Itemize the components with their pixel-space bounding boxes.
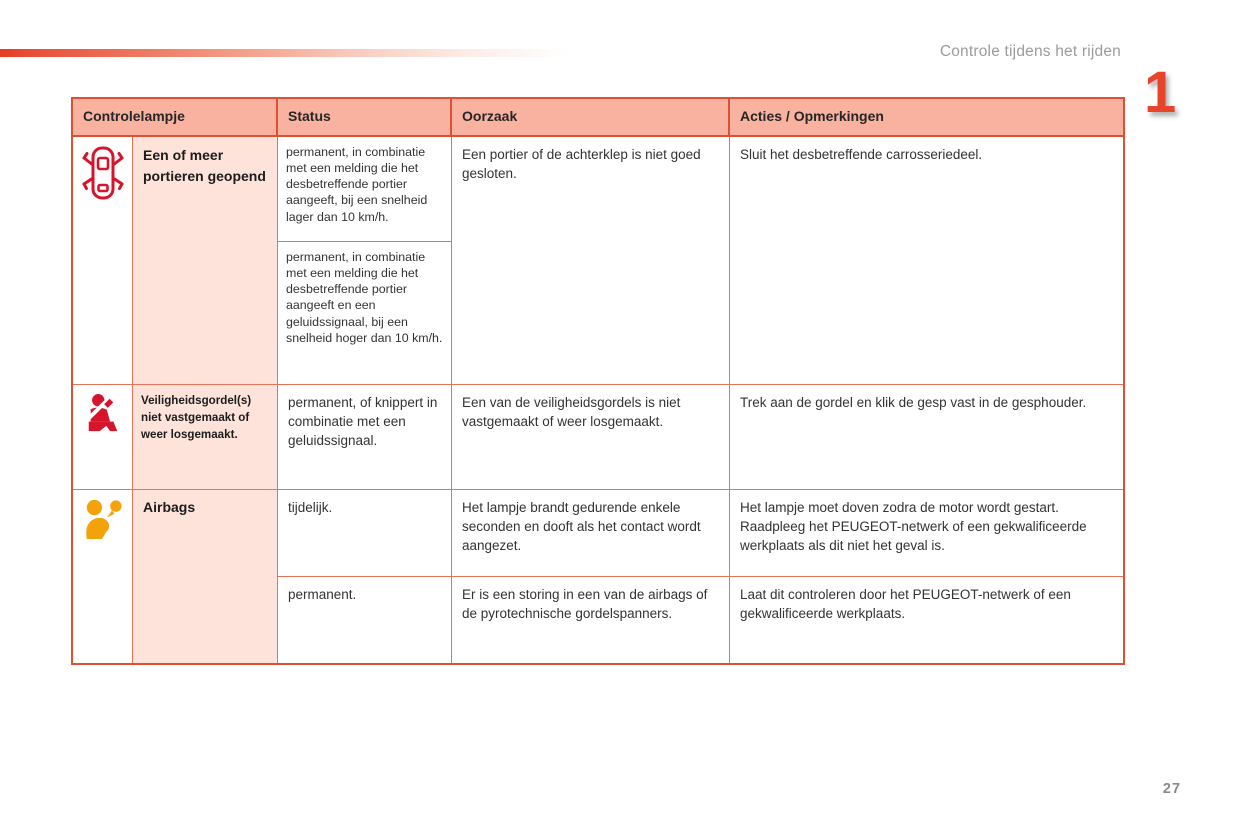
chapter-number: 1 <box>1144 60 1177 125</box>
table-cell-label: Airbags <box>133 490 278 663</box>
column-header-acties: Acties / Opmerkingen <box>730 99 1123 137</box>
table-cell-acties: Laat dit controleren door het PEUGEOT-ne… <box>730 577 1123 663</box>
running-header-title: Controle tijdens het rijden <box>939 43 1121 60</box>
table-cell-status: permanent. <box>278 577 452 663</box>
table-cell-status: tijdelijk. <box>278 490 452 577</box>
column-header-oorzaak: Oorzaak <box>452 99 730 137</box>
table-cell-icon <box>73 490 133 663</box>
table-cell-status: permanent, in combinatie met een melding… <box>278 242 452 385</box>
table-cell-acties: Sluit het desbetreffende carrosseriedeel… <box>730 137 1123 385</box>
table-cell-oorzaak: Er is een storing in een van de airbags … <box>452 577 730 663</box>
table-cell-oorzaak: Een portier of de achterklep is niet goe… <box>452 137 730 385</box>
table-cell-acties: Trek aan de gordel en klik de gesp vast … <box>730 385 1123 490</box>
table-cell-status: permanent, of knippert in combinatie met… <box>278 385 452 490</box>
column-header-status: Status <box>278 99 452 137</box>
column-header-controlelampje: Controlelampje <box>73 99 278 137</box>
seatbelt-warning-icon <box>84 393 122 440</box>
table-cell-label: Veiligheidsgordel(s) niet vastgemaakt of… <box>133 385 278 490</box>
table-cell-oorzaak: Een van de veiligheidsgordels is niet va… <box>452 385 730 490</box>
doors-open-warning-icon <box>81 145 125 206</box>
table-cell-icon <box>73 137 133 385</box>
table-cell-oorzaak: Het lampje brandt gedurende enkele secon… <box>452 490 730 577</box>
decorative-gradient-bar <box>0 49 592 57</box>
table-cell-status: permanent, in combinatie met een melding… <box>278 137 452 242</box>
page-number: 27 <box>1162 781 1182 797</box>
table-cell-acties: Het lampje moet doven zodra de motor wor… <box>730 490 1123 577</box>
warning-lights-table: Controlelampje Status Oorzaak Acties / O… <box>71 97 1125 665</box>
airbag-warning-icon <box>82 498 124 545</box>
table-cell-label: Een of meer portieren geopend <box>133 137 278 385</box>
table-cell-icon <box>73 385 133 490</box>
